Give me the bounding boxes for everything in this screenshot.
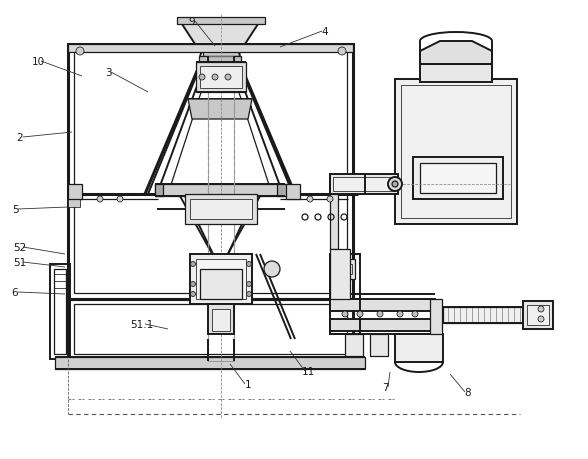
Bar (420, 65, 492, 83)
Circle shape (412, 311, 418, 317)
Bar (395, 80, 517, 224)
Text: 4: 4 (322, 27, 328, 37)
Bar (208, 304, 234, 334)
Bar (196, 63, 246, 93)
Circle shape (377, 311, 383, 317)
Bar (395, 334, 413, 356)
Text: 8: 8 (465, 387, 472, 397)
Circle shape (212, 75, 218, 81)
Circle shape (357, 311, 363, 317)
Circle shape (97, 196, 103, 202)
Bar (413, 157, 503, 200)
Bar (190, 254, 252, 304)
Bar (330, 254, 360, 334)
Bar (50, 264, 70, 359)
Circle shape (538, 306, 544, 312)
Bar (330, 299, 435, 311)
Bar (370, 334, 388, 356)
Text: 51.1: 51.1 (131, 319, 153, 329)
Text: 5: 5 (12, 205, 18, 214)
Polygon shape (68, 190, 80, 197)
Bar (155, 185, 163, 196)
Bar (199, 57, 241, 65)
Bar (68, 299, 353, 359)
Text: 1: 1 (245, 379, 251, 389)
Circle shape (246, 292, 252, 297)
Circle shape (117, 196, 123, 202)
Bar (330, 319, 435, 331)
Bar (277, 185, 289, 196)
Bar (68, 45, 353, 299)
Bar (177, 18, 265, 25)
Bar (330, 249, 350, 299)
Circle shape (191, 282, 195, 287)
Bar (74, 304, 347, 354)
Polygon shape (180, 22, 260, 45)
Bar (54, 269, 66, 354)
Bar (443, 308, 523, 323)
Circle shape (392, 182, 398, 188)
Circle shape (538, 316, 544, 322)
Bar (68, 45, 353, 53)
Bar (338, 264, 352, 274)
Bar (330, 195, 338, 249)
Text: 3: 3 (105, 68, 111, 78)
Bar (155, 185, 285, 196)
Circle shape (246, 282, 252, 287)
Polygon shape (420, 42, 492, 65)
Circle shape (191, 262, 195, 267)
Bar (200, 67, 242, 89)
Text: 2: 2 (16, 133, 24, 143)
Bar (330, 174, 398, 195)
Polygon shape (188, 100, 252, 120)
Bar (401, 86, 511, 218)
Polygon shape (68, 200, 80, 207)
Circle shape (76, 48, 84, 56)
Circle shape (342, 311, 348, 317)
Circle shape (397, 311, 403, 317)
Bar (74, 51, 347, 293)
Bar (55, 357, 365, 369)
Bar (420, 164, 496, 194)
Circle shape (307, 196, 313, 202)
Text: 52: 52 (14, 242, 26, 252)
Bar (430, 299, 442, 334)
Bar (212, 309, 230, 331)
Bar (523, 302, 553, 329)
Circle shape (338, 48, 346, 56)
Text: 10: 10 (31, 57, 45, 67)
Bar (190, 200, 252, 219)
Bar (203, 45, 239, 57)
Bar (527, 305, 549, 325)
Polygon shape (68, 185, 82, 200)
Text: 6: 6 (12, 287, 18, 297)
Polygon shape (286, 185, 300, 200)
Circle shape (199, 75, 205, 81)
Circle shape (246, 262, 252, 267)
Circle shape (225, 75, 231, 81)
Bar (335, 259, 355, 280)
Circle shape (388, 178, 402, 191)
Circle shape (327, 196, 333, 202)
Circle shape (264, 262, 280, 277)
Bar (333, 178, 395, 191)
Bar (196, 259, 246, 299)
Bar (208, 57, 234, 361)
Bar (395, 334, 443, 362)
Bar (185, 195, 257, 224)
Bar (200, 269, 242, 299)
Text: 11: 11 (302, 366, 315, 376)
Circle shape (191, 292, 195, 297)
Text: 51: 51 (14, 257, 26, 268)
Text: 7: 7 (382, 382, 388, 392)
Bar (345, 334, 363, 356)
Text: 9: 9 (189, 17, 195, 27)
